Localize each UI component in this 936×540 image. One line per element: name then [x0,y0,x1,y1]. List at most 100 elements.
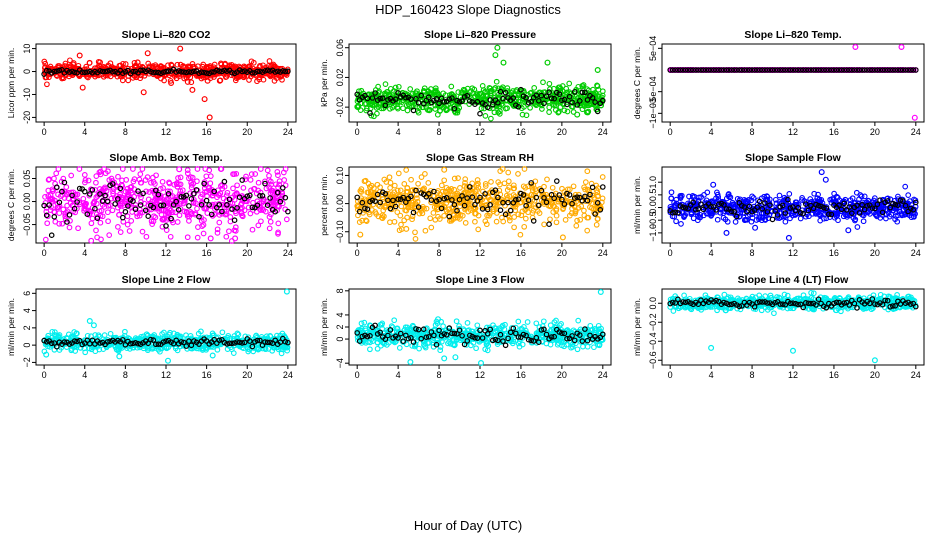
data-point [547,216,553,223]
x-tick-label: 16 [202,127,212,137]
data-point [125,77,132,84]
data-point [88,237,95,244]
mean-point [137,67,144,74]
data-point [522,215,529,222]
x-tick-label: 12 [788,248,798,258]
data-point [250,59,257,66]
outlier-point [818,169,825,176]
outlier-point [86,318,93,325]
data-point [553,219,560,226]
outlier-point [207,235,214,242]
data-point [88,220,95,227]
y-tick-label: 2 [335,324,345,329]
data-point [412,236,419,242]
data-point [68,172,75,179]
data-point [124,221,131,228]
mean-point [599,184,606,190]
data-point [546,104,553,111]
data-point [412,229,418,236]
data-point [107,330,114,337]
data-point [861,193,868,200]
data-point [732,219,739,225]
data-point [240,185,247,191]
data-point [131,59,138,66]
x-tick-label: 0 [42,370,47,380]
data-point [448,83,455,90]
data-point [440,323,446,330]
outlier-point [357,231,364,238]
data-point [42,236,49,243]
mean-point [158,70,164,77]
data-point [62,60,69,67]
y-tick-label: 10 [22,44,32,54]
x-tick-label: 20 [242,248,252,258]
outlier-point [90,322,97,329]
x-tick-label: 24 [598,370,608,380]
x-tick-label: 20 [557,127,567,137]
outlier-point [594,66,601,73]
data-point [544,176,550,183]
outlier-point [168,79,175,86]
mean-point [285,68,291,75]
data-point [223,233,230,240]
data-point [52,218,59,225]
outlier-point [177,45,184,52]
data-point [245,64,252,71]
data-point [115,173,121,180]
data-point [93,179,99,186]
data-point [515,171,521,177]
outlier-point [822,176,829,183]
data-point [250,199,256,206]
data-point [70,60,77,66]
y-tick-label: 4 [22,308,32,313]
outlier-point [574,111,581,118]
data-point [174,61,181,68]
data-point [219,329,226,336]
outlier-point [283,288,290,295]
data-point [488,115,494,122]
mean-point [43,67,50,74]
y-tick-label: 5e−04 [648,36,658,61]
mean-point [155,69,162,76]
outlier-point [559,234,566,241]
data-point [126,228,133,234]
data-point [549,184,556,191]
data-point [457,185,463,191]
data-point [488,179,494,185]
data-point [44,81,50,88]
mean-point [257,68,263,75]
x-tick-label: 20 [557,370,567,380]
outlier-point [852,43,859,50]
mean-point [769,216,776,223]
data-point [44,220,51,227]
data-point [275,220,282,227]
data-point [64,202,70,209]
data-point [86,59,93,66]
outlier-point [96,59,103,66]
mean-point [150,69,157,76]
data-point [593,221,600,228]
data-point [407,86,414,92]
mean-point [163,68,169,75]
x-tick-label: 20 [870,248,880,258]
x-tick-label: 12 [161,127,171,137]
data-point [427,215,434,222]
data-point [189,61,196,67]
mean-point [99,68,106,75]
mean-point [477,110,483,117]
x-tick-label: 8 [750,127,755,137]
y-axis-label: degrees C per min. [6,169,16,241]
x-tick-label: 16 [829,248,839,258]
data-point [98,236,104,243]
data-point [397,187,404,194]
data-point [905,192,912,198]
data-point [584,168,591,175]
y-tick-label: 1.0 [648,176,658,189]
data-point [258,218,264,225]
data-point [243,173,249,180]
x-tick-label: 24 [598,248,608,258]
panel-3: Slope Li–820 Temp.0 4 8 12 16 20 245e−04−5e−04… [632,29,925,137]
data-point [106,232,113,238]
y-tick-label: 2 [22,325,32,330]
